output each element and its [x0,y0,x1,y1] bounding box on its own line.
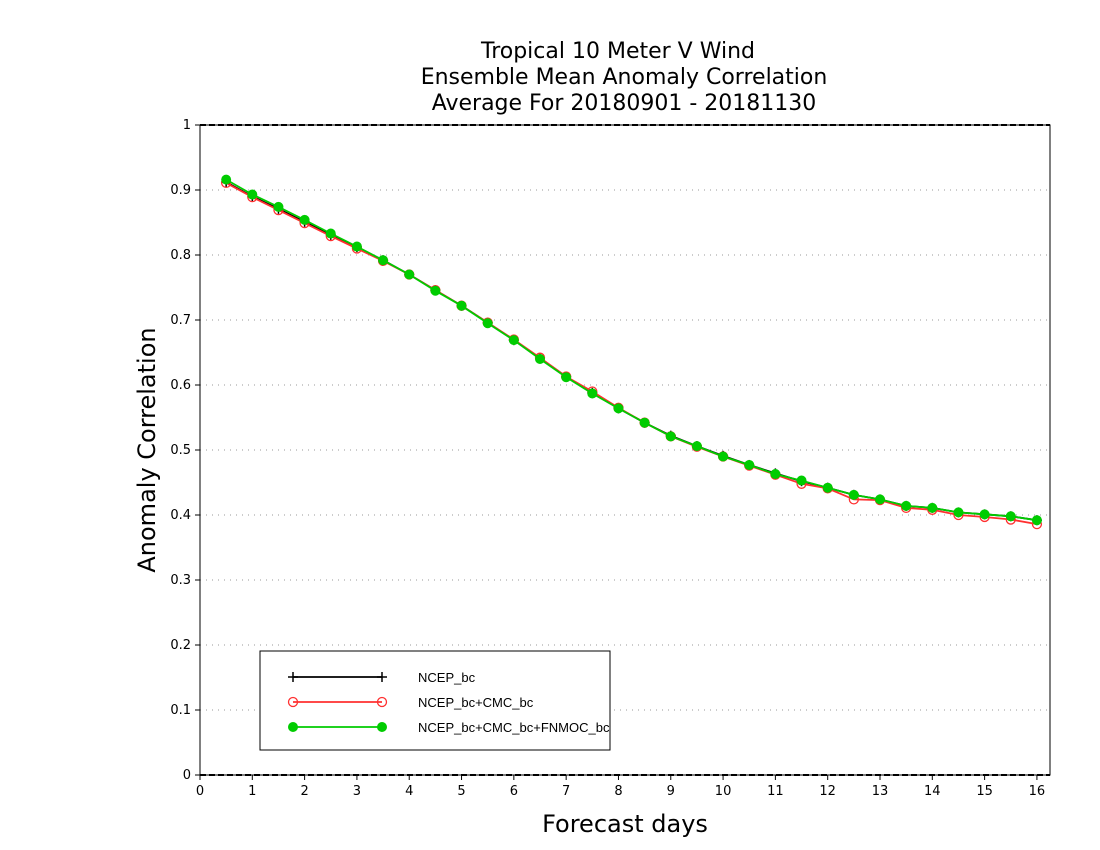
series-0 [221,177,1042,526]
legend-box [259,650,611,751]
x-tick-label-3: 3 [353,784,361,799]
series-2-point-2 [273,201,284,212]
series-2-point-12 [535,354,545,364]
x-tick-label-12: 12 [819,784,836,799]
legend-label-0: NCEP_bc [418,670,476,685]
series-1 [221,177,1043,530]
series-2-point-22 [796,475,807,486]
axes: 0 1 2 3 4 5 6 7 8 9 10 11 12 13 14 15 1600.10.20.30.40.5… [170,118,1051,799]
x-tick-label-14: 14 [924,784,941,799]
series-2-point-4 [325,228,336,239]
x-tick-label-2: 2 [300,784,308,799]
legend-marker-start-2 [288,722,298,732]
x-tick-label-6: 6 [510,784,518,799]
x-tick-label-5: 5 [457,784,465,799]
x-tick-label-10: 10 [715,784,732,799]
x-tick-label-8: 8 [614,784,622,799]
series-2-point-23 [822,482,833,493]
x-axis-label: Forecast days [542,810,708,838]
series-2-point-20 [744,459,755,470]
series-layer [221,174,1043,530]
legend-marker-end-2 [377,722,387,732]
x-tick-label-4: 4 [405,784,413,799]
series-2-point-31 [1031,515,1042,526]
y-tick-label-9: 0.9 [170,183,191,198]
y-tick-label-5: 0.5 [170,443,191,458]
x-tick-label-9: 9 [667,784,675,799]
y-tick-label-3: 0.3 [170,573,191,588]
series-2-point-14 [587,388,598,399]
series-line-2 [225,178,1038,522]
series-2-point-28 [953,507,964,518]
title-line-1: Tropical 10 Meter V Wind [480,39,755,64]
y-tick-label-6: 0.6 [170,378,191,393]
legend-item-1: NCEP_bc+CMC_bc [287,695,534,710]
series-2-point-16 [639,417,650,428]
legend-label-2: NCEP_bc+CMC_bc+FNMOC_bc [418,720,610,735]
series-2-point-24 [848,489,859,500]
series-2-point-30 [1005,511,1016,522]
series-2-point-3 [299,214,310,225]
x-tick-label-7: 7 [562,784,570,799]
title-line-3: Average For 20180901 - 20181130 [432,91,817,116]
x-tick-label-15: 15 [976,784,993,799]
y-tick-label-10: 1 [183,118,191,133]
legend-item-2: NCEP_bc+CMC_bc+FNMOC_bc [288,720,610,735]
title-line-2: Ensemble Mean Anomaly Correlation [421,65,828,90]
series-line-0 [225,181,1038,522]
series-2-point-25 [875,494,885,505]
x-tick-label-16: 16 [1029,784,1046,799]
series-2-point-13 [561,372,572,383]
x-tick-label-1: 1 [248,784,256,799]
legend-label-1: NCEP_bc+CMC_bc [418,695,534,710]
y-tick-label-0: 0 [183,768,191,783]
series-2-point-21 [770,469,781,480]
y-tick-label-8: 0.8 [170,248,191,263]
x-tick-label-11: 11 [767,784,784,799]
series-2-point-6 [378,255,389,266]
series-2-point-7 [404,269,415,280]
series-2-point-9 [456,300,467,311]
series-2-point-8 [430,285,441,296]
legend-marker-start-1 [287,696,299,708]
y-tick-label-2: 0.2 [170,638,191,653]
series-2-point-15 [613,403,624,414]
series-2-point-18 [691,441,702,452]
y-axis-label: Anomaly Correlation [133,327,161,572]
series-2-point-1 [247,189,258,200]
series-2-point-27 [927,502,938,513]
series-2-point-0 [221,174,232,185]
legend-marker-end-1 [376,696,388,708]
gridlines [200,189,1050,711]
series-2-point-5 [351,241,362,252]
legend-item-0: NCEP_bc [288,670,476,685]
y-tick-label-1: 0.1 [170,703,191,718]
x-tick-label-0: 0 [196,784,204,799]
legend: NCEP_bc NCEP_bc+CMC_bc NCEP_bc+CMC_bc+FNMO… [259,650,611,751]
x-tick-label-13: 13 [872,784,889,799]
series-2-point-11 [508,335,519,346]
series-2 [221,174,1042,526]
y-tick-label-7: 0.7 [170,313,191,328]
series-2-point-19 [718,451,729,462]
chart-title: Tropical 10 Meter V Wind Ensemble Mean A… [421,39,828,116]
legend-marker-start-0 [288,672,298,682]
y-tick-label-4: 0.4 [170,508,191,523]
series-2-point-17 [665,431,676,442]
series-2-point-10 [482,318,493,329]
series-line-1 [225,182,1038,525]
series-2-point-26 [901,500,912,511]
legend-marker-end-0 [377,672,387,682]
series-2-point-29 [979,509,990,520]
